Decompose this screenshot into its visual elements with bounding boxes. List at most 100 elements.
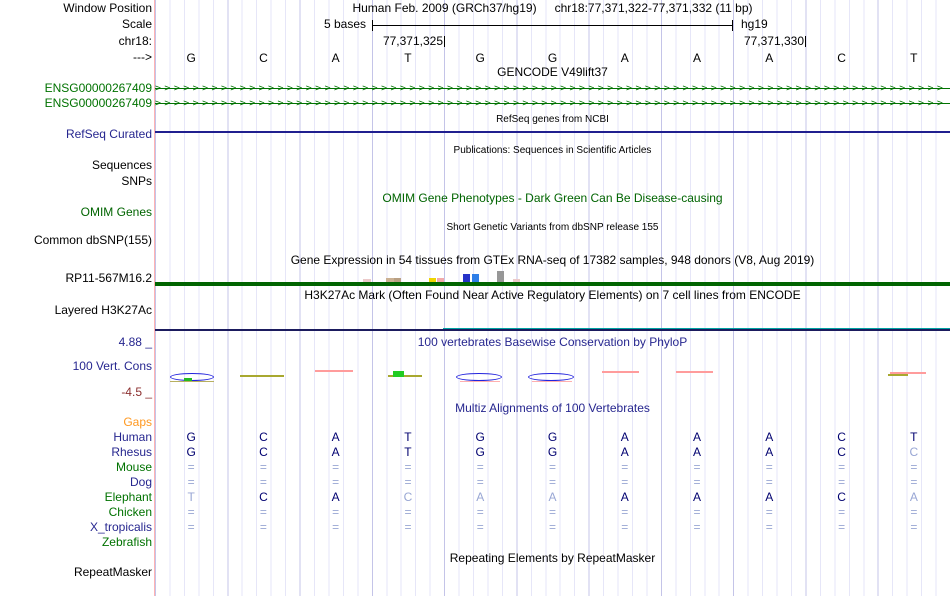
ruler-base-11: T <box>910 51 918 65</box>
alignment-base: = <box>404 505 412 519</box>
sequences-label[interactable]: Sequences <box>91 158 152 172</box>
snps-label[interactable]: SNPs <box>121 174 152 188</box>
alignment-base: C <box>403 490 413 504</box>
alignment-base: = <box>332 505 340 519</box>
phylop-rect <box>532 381 572 382</box>
species-label-human[interactable]: Human <box>113 430 152 444</box>
alignment-base: = <box>187 520 195 534</box>
alignment-base: = <box>476 475 484 489</box>
omim-genes-label[interactable]: OMIM Genes <box>80 205 152 219</box>
alignment-base: = <box>332 460 340 474</box>
alignment-base: A <box>548 490 557 504</box>
species-label-x_tropicalis[interactable]: X_tropicalis <box>89 520 152 534</box>
phylop-rect <box>888 374 908 376</box>
alignment-base: = <box>259 460 267 474</box>
phylop-rect <box>184 378 192 382</box>
gtex-tissue-block <box>429 278 436 282</box>
gtex-tissue-block <box>363 279 371 282</box>
alignment-base: T <box>404 445 412 459</box>
dbsnp-title[interactable]: Short Genetic Variants from dbSNP releas… <box>446 222 659 233</box>
alignment-base: = <box>910 520 918 534</box>
gtex-tissue-block <box>497 271 504 282</box>
refseq-curated-label[interactable]: RefSeq Curated <box>65 127 152 141</box>
alignment-base: = <box>404 460 412 474</box>
alignment-base: = <box>621 475 629 489</box>
alignment-base: = <box>621 460 629 474</box>
chrom-label: chr18: <box>118 34 152 48</box>
gtex-title[interactable]: Gene Expression in 54 tissues from GTEx … <box>290 253 815 267</box>
alignment-base: A <box>693 490 702 504</box>
transcript-direction-arrows: >>>>>>>>>>>>>>>>>>>>>>>>>>>>>>>>>>>>>>>>… <box>155 98 947 109</box>
coord-left: 77,371,325 <box>382 34 443 48</box>
species-label-mouse[interactable]: Mouse <box>115 460 152 474</box>
alignment-base: = <box>404 520 412 534</box>
gencode-gene-label[interactable]: ENSG00000267409 <box>44 96 152 110</box>
species-label-dog[interactable]: Dog <box>129 475 152 489</box>
alignment-base: T <box>404 430 412 444</box>
plot-left-edge-line <box>154 0 155 596</box>
conservation-max-label: 4.88 _ <box>118 335 152 349</box>
ruler-base-4: T <box>404 51 412 65</box>
gencode-gene-label[interactable]: ENSG00000267409 <box>44 81 152 95</box>
phylop-ellipse <box>528 373 574 381</box>
alignment-base: = <box>548 460 556 474</box>
alignment-base: = <box>476 460 484 474</box>
species-label-chicken[interactable]: Chicken <box>108 505 152 519</box>
gencode-transcript[interactable]: >>>>>>>>>>>>>>>>>>>>>>>>>>>>>>>>>>>>>>>>… <box>155 97 950 110</box>
alignment-base: A <box>765 430 774 444</box>
dbsnp-label[interactable]: Common dbSNP(155) <box>33 233 152 247</box>
alignment-base: = <box>765 475 773 489</box>
alignment-base: = <box>838 460 846 474</box>
alignment-base: = <box>476 505 484 519</box>
alignment-base: = <box>259 475 267 489</box>
h3k27ac-teal-signal <box>443 328 950 329</box>
gtex-tissue-block <box>394 278 401 282</box>
publications-title[interactable]: Publications: Sequences in Scientific Ar… <box>453 145 652 156</box>
phylop-rect <box>315 370 353 372</box>
alignment-base: = <box>765 460 773 474</box>
phylop-rect <box>170 381 214 382</box>
transcript-line <box>155 103 950 104</box>
gaps-label[interactable]: Gaps <box>123 415 152 429</box>
alignment-base: = <box>910 475 918 489</box>
alignment-base: C <box>837 445 846 459</box>
alignment-base: = <box>693 520 701 534</box>
conservation-title[interactable]: 100 vertebrates Basewise Conservation by… <box>417 335 688 349</box>
coord-right-tick <box>805 36 806 47</box>
ruler-base-8: A <box>693 51 702 65</box>
alignment-base: C <box>259 490 268 504</box>
h3k27ac-label[interactable]: Layered H3K27Ac <box>54 303 152 317</box>
species-label-elephant[interactable]: Elephant <box>104 490 152 504</box>
gtex-gene-bar[interactable] <box>155 282 950 286</box>
gencode-title[interactable]: GENCODE V49lift37 <box>497 65 608 79</box>
gtex-tissue-block <box>513 279 520 282</box>
refseq-gene-line[interactable] <box>155 131 950 133</box>
plot-gridlines <box>155 0 950 596</box>
omim-title[interactable]: OMIM Gene Phenotypes - Dark Green Can Be… <box>382 191 723 205</box>
repeatmasker-label[interactable]: RepeatMasker <box>73 565 152 579</box>
alignment-base: = <box>332 475 340 489</box>
h3k27ac-title[interactable]: H3K27Ac Mark (Often Found Near Active Re… <box>304 288 801 302</box>
conservation-label[interactable]: 100 Vert. Cons <box>72 359 152 373</box>
species-label-zebrafish[interactable]: Zebrafish <box>101 535 152 549</box>
alignment-base: A <box>331 490 340 504</box>
ruler-base-10: C <box>837 51 846 65</box>
ruler-base-5: G <box>475 51 485 65</box>
alignment-base: = <box>259 505 267 519</box>
refseq-title[interactable]: RefSeq genes from NCBI <box>496 114 609 125</box>
multiz-title[interactable]: Multiz Alignments of 100 Vertebrates <box>455 401 650 415</box>
alignment-base: C <box>837 490 846 504</box>
gencode-transcript[interactable]: >>>>>>>>>>>>>>>>>>>>>>>>>>>>>>>>>>>>>>>>… <box>155 82 950 95</box>
gtex-gene-label[interactable]: RP11-567M16.2 <box>65 271 153 285</box>
alignment-base: A <box>331 445 340 459</box>
coord-right: 77,371,330 <box>743 34 804 48</box>
alignment-base: C <box>837 430 846 444</box>
phylop-rect <box>460 381 500 382</box>
repeatmasker-title[interactable]: Repeating Elements by RepeatMasker <box>449 551 656 565</box>
phylop-rect <box>393 371 404 377</box>
species-label-rhesus[interactable]: Rhesus <box>111 445 152 459</box>
phylop-rect <box>388 375 422 377</box>
gtex-tissue-block <box>463 274 470 282</box>
